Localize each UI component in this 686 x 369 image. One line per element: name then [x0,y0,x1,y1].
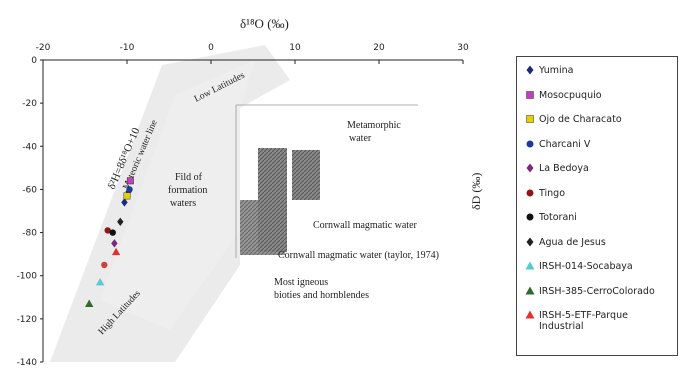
legend-swatch [525,65,535,75]
legend-label: Charcani V [539,138,591,150]
legend-item: Tingo [525,188,565,199]
legend-label: Agua de Jesus [539,236,606,248]
legend-label: Totorani [539,212,577,223]
legend-marker [526,213,534,221]
y-tick-label: -120 [17,315,38,325]
legend-marker [526,140,534,147]
x-tick-label: -10 [120,43,135,53]
legend-label: Tingo [539,187,566,199]
y-tick-label: -140 [17,358,38,365]
formation-waters-field-light [100,60,255,330]
data-point [126,186,133,193]
data-point [121,198,128,207]
legend-marker [525,310,535,319]
legend-label: IRSH-5-ETF-Parque Industrial [539,310,628,332]
legend-item: IRSH-385-CerroColorado [525,286,655,297]
legend-label: Yumina [539,65,574,76]
legend-swatch [525,261,535,271]
legend-marker [526,115,534,123]
annotation-metamorphic-1: Metamorphic [347,120,401,131]
legend-swatch [525,188,535,198]
x-tick-label: -20 [36,43,51,53]
annotation-cornwall-1: Cornwall magmatic water [313,220,418,231]
legend-label: La Bedoya [539,163,589,174]
legend-marker [526,90,534,99]
x-axis-label: δ¹⁸O (‰) [240,16,289,31]
data-point [85,299,94,307]
legend-label: IRSH-014-Socabaya [539,261,633,272]
legend-swatch [525,310,535,320]
data-point [101,261,108,269]
y-tick-label: -80 [22,229,37,239]
y-axis-label: δD (‰) [469,173,483,210]
legend-item: IRSH-014-Socabaya [525,261,633,272]
legend-swatch [525,286,535,296]
y-tick-label: 0 [31,56,37,66]
legend-item: IRSH-5-ETF-Parque Industrial [525,310,669,332]
data-point [95,277,105,286]
annotation-igneous-1: Most igneous [274,277,328,288]
annotation-igneous-2: bioties and hornblendes [274,290,369,301]
x-tick-label: 30 [457,43,469,53]
legend-swatch [525,90,535,100]
legend-marker [526,65,534,75]
annotation-formation-3: waters [170,198,196,209]
legend-swatch [525,163,535,173]
legend-label: Mosocpuquio [539,89,602,101]
legend-item: La Bedoya [525,163,589,174]
legend-marker [526,189,534,196]
data-point [104,227,111,234]
legend-item: Charcani V [525,139,590,150]
annotation-formation-1: Fild of [175,172,203,183]
legend-item: Mosocpuquio [525,90,602,101]
data-point [123,192,131,200]
legend-swatch [525,237,535,247]
x-tick-label: 10 [289,43,301,53]
magmatic-water-box-2 [292,150,320,200]
legend-marker [525,286,535,294]
annotation-formation-2: formation [168,185,207,196]
legend-item: Yumina [525,65,573,76]
legend-swatch [525,114,535,124]
legend-label: IRSH-385-CerroColorado [539,285,655,297]
y-tick-label: -60 [22,185,37,195]
y-tick-label: -40 [22,142,37,152]
legend-item: Agua de Jesus [525,237,606,248]
legend-item: Totorani [525,212,577,223]
y-tick-label: -100 [17,272,38,282]
annotation-metamorphic-2: water [349,133,372,144]
x-tick-label: 20 [373,43,385,53]
legend-swatch [525,212,535,222]
annotation-cornwall-2: Cornwall magmatic water (taylor, 1974) [278,250,439,261]
legend-marker [525,261,535,270]
legend-marker [526,237,534,246]
magmatic-water-box-3 [240,200,285,255]
legend: Yumina Mosocpuquio Ojo de Characato Charcan… [516,56,678,356]
x-tick-label: 0 [208,43,214,53]
y-tick-label: -20 [22,99,37,109]
data-point [109,229,116,236]
data-points [85,177,134,307]
data-point [111,247,121,256]
legend-marker [526,163,534,173]
data-point [111,239,118,248]
legend-item: Ojo de Characato [525,114,622,125]
data-point [126,177,134,185]
data-point [117,217,124,226]
legend-swatch [525,139,535,149]
x-ticks: -20 -10 0 10 20 30 [36,43,469,64]
legend-label: Ojo de Characato [539,114,622,125]
y-ticks: 0 -20 -40 -60 -80 -100 -120 -140 [17,56,43,368]
